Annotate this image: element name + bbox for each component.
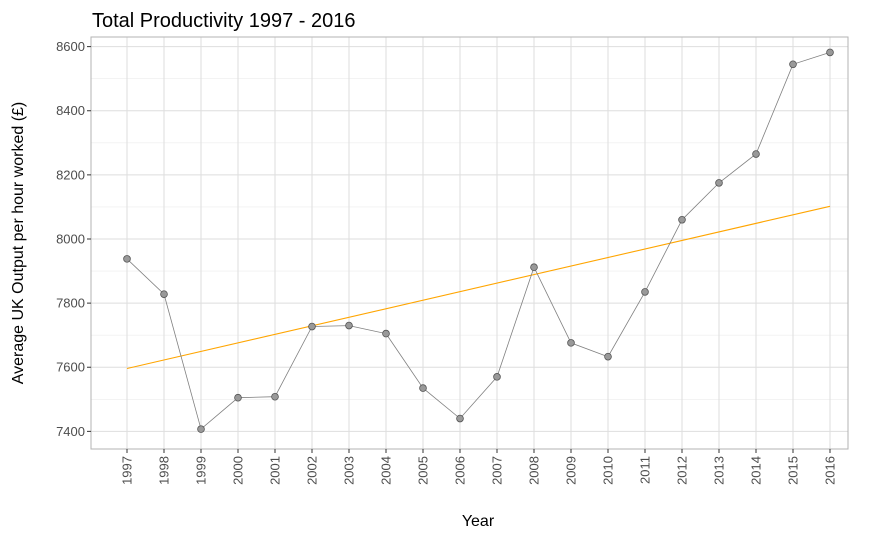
x-tick-label: 2002 [305,456,320,485]
data-point [789,60,797,69]
trend-line [126,205,831,370]
data-point [234,393,242,402]
x-tick-label: 2007 [490,456,505,485]
x-tick-label: 2013 [712,456,727,485]
x-tick-label: 2008 [527,456,542,485]
data-point [752,150,760,158]
x-tick-label: 2004 [379,456,394,485]
y-tick-label: 7600 [56,360,85,375]
x-tick-label: 2001 [268,456,283,485]
data-point [604,352,612,361]
grid-minor [91,78,848,400]
series-layer [123,48,834,433]
data-point [382,329,390,338]
grid-major [91,37,848,449]
x-tick-label: 2005 [416,456,431,485]
x-tick-label: 2016 [823,456,838,485]
y-tick-label: 7400 [56,424,85,439]
data-point [308,322,316,331]
data-point [123,255,131,263]
data-point [826,48,834,57]
y-tick-label: 8000 [56,231,85,246]
data-point [160,290,168,298]
x-tick-label: 1997 [120,456,135,485]
x-tick-label: 1998 [157,456,172,485]
x-tick-label: 2015 [786,456,801,485]
y-tick-label: 8400 [56,103,85,118]
data-point [197,425,205,433]
data-point [456,414,464,423]
x-tick-label: 2003 [342,456,357,485]
data-point [271,392,279,401]
data-point [493,373,501,381]
x-axis-title: Year [462,513,495,530]
x-tick-label: 2011 [638,456,653,484]
y-axis: 7400 7600 7800 8000 8200 8400 8600 [56,39,91,439]
data-point [641,288,649,296]
x-tick-label: 2000 [231,456,246,485]
x-tick-label: 2006 [453,456,468,485]
x-tick-label: 2012 [675,456,690,485]
y-axis-title: Average UK Output per hour worked (£) [10,102,27,385]
x-tick-label: 1999 [194,456,209,485]
x-axis: 1997 1998 1999 2000 2001 2002 2003 2004 2005 2006… [120,449,838,485]
data-point [678,215,686,224]
series-line [126,52,831,430]
x-tick-label: 2010 [601,456,616,485]
x-tick-label: 2009 [564,456,579,485]
data-point [715,179,723,187]
trend-layer [126,205,831,370]
y-tick-label: 8600 [56,39,85,54]
data-point [567,339,575,347]
data-point [345,321,353,330]
data-point [419,384,427,392]
panel-border [90,36,849,450]
y-tick-label: 7800 [56,296,85,311]
chart-title: Total Productivity 1997 - 2016 [92,10,356,32]
data-point [530,263,538,272]
x-tick-label: 2014 [749,456,764,485]
y-tick-label: 8200 [56,167,85,182]
